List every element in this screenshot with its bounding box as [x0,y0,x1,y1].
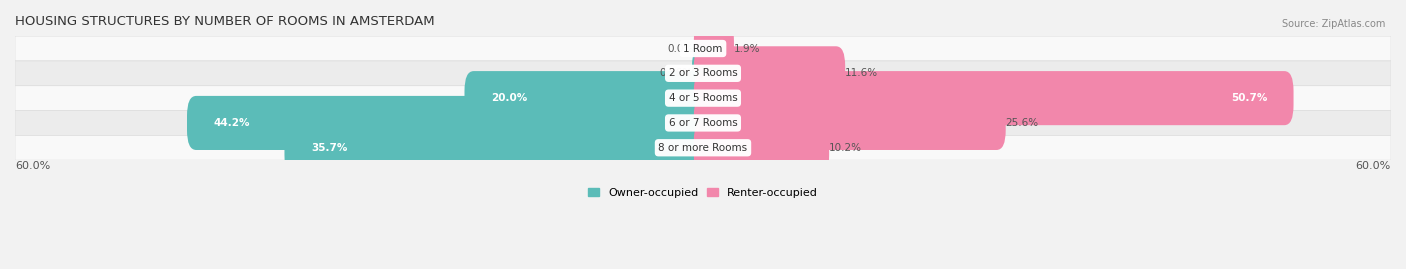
FancyBboxPatch shape [464,71,713,125]
Text: 4 or 5 Rooms: 4 or 5 Rooms [669,93,737,103]
Text: 0.0%: 0.0% [668,44,693,54]
Text: 6 or 7 Rooms: 6 or 7 Rooms [669,118,737,128]
Text: 20.0%: 20.0% [491,93,527,103]
Text: 1 Room: 1 Room [683,44,723,54]
Text: 44.2%: 44.2% [214,118,250,128]
FancyBboxPatch shape [693,96,1005,150]
Text: 1.9%: 1.9% [734,44,761,54]
Text: 25.6%: 25.6% [1005,118,1039,128]
FancyBboxPatch shape [187,96,713,150]
FancyBboxPatch shape [693,22,734,76]
Text: 11.6%: 11.6% [845,68,879,78]
Text: 0.16%: 0.16% [659,68,692,78]
Legend: Owner-occupied, Renter-occupied: Owner-occupied, Renter-occupied [588,188,818,198]
Text: Source: ZipAtlas.com: Source: ZipAtlas.com [1281,19,1385,29]
Text: HOUSING STRUCTURES BY NUMBER OF ROOMS IN AMSTERDAM: HOUSING STRUCTURES BY NUMBER OF ROOMS IN… [15,15,434,28]
Text: 50.7%: 50.7% [1230,93,1267,103]
Text: 60.0%: 60.0% [15,161,51,171]
Text: 35.7%: 35.7% [311,143,347,153]
FancyBboxPatch shape [15,111,1391,135]
FancyBboxPatch shape [693,46,845,100]
Text: 8 or more Rooms: 8 or more Rooms [658,143,748,153]
FancyBboxPatch shape [15,135,1391,160]
Text: 60.0%: 60.0% [1355,161,1391,171]
FancyBboxPatch shape [284,121,713,175]
FancyBboxPatch shape [693,71,1294,125]
FancyBboxPatch shape [15,36,1391,61]
FancyBboxPatch shape [15,61,1391,86]
Text: 2 or 3 Rooms: 2 or 3 Rooms [669,68,737,78]
FancyBboxPatch shape [693,121,830,175]
FancyBboxPatch shape [15,86,1391,111]
FancyBboxPatch shape [692,46,713,100]
Text: 10.2%: 10.2% [830,143,862,153]
